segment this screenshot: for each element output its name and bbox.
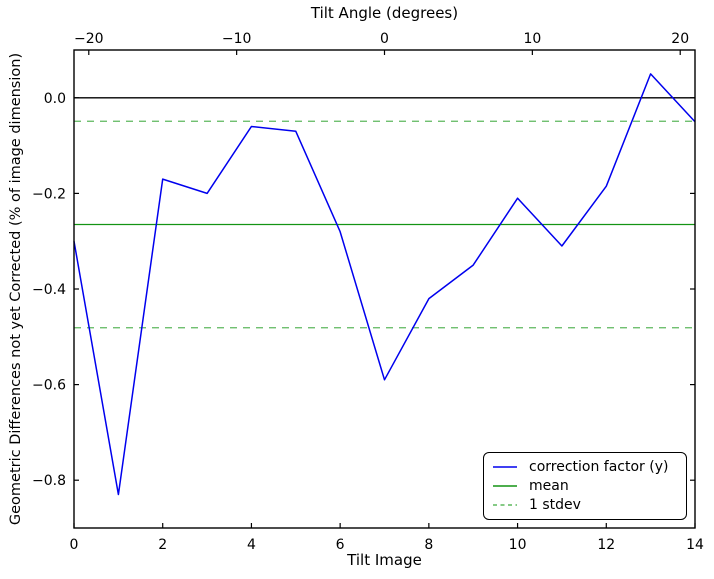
x-tick-label: 12 xyxy=(597,537,615,553)
top-tick-label: −10 xyxy=(222,31,252,47)
legend-line-sample-series xyxy=(493,465,517,468)
legend-line-sample-stdev xyxy=(493,504,517,507)
legend-item-stdev: 1 stdev xyxy=(493,498,677,512)
series-line-correction-factor xyxy=(73,73,696,496)
x-tick-label: 8 xyxy=(424,537,433,553)
legend-line-sample-mean xyxy=(493,485,517,487)
top-tick-label: 10 xyxy=(523,31,541,47)
legend-label: 1 stdev xyxy=(529,497,581,514)
legend-label: mean xyxy=(529,477,569,494)
legend-label: correction factor (y) xyxy=(529,458,669,475)
x-axis-title: Tilt Image xyxy=(347,551,422,569)
x-tick-label: 14 xyxy=(686,537,704,553)
x-tick-label: 4 xyxy=(247,537,256,553)
y-axis-title: Geometric Differences not yet Corrected … xyxy=(8,52,24,526)
x-tick-label: 0 xyxy=(70,537,79,553)
y-tick-label: −0.2 xyxy=(32,186,66,202)
y-tick-label: −0.4 xyxy=(32,282,66,298)
top-tick-label: −20 xyxy=(74,31,104,47)
top-tick-label: 0 xyxy=(380,31,389,47)
x-tick-label: 2 xyxy=(158,537,167,553)
x-tick-label: 6 xyxy=(336,537,345,553)
y-tick-label: −0.6 xyxy=(32,378,66,394)
legend-item-correction-factor: correction factor (y) xyxy=(493,460,677,474)
legend: correction factor (y) mean 1 stdev xyxy=(483,452,687,520)
legend-item-mean: mean xyxy=(493,479,677,493)
y-tick-label: −0.8 xyxy=(32,473,66,489)
top-tick-label: 20 xyxy=(671,31,689,47)
top-axis-title: Tilt Angle (degrees) xyxy=(310,4,459,22)
x-tick-label: 10 xyxy=(509,537,527,553)
y-tick-label: 0.0 xyxy=(44,91,66,107)
